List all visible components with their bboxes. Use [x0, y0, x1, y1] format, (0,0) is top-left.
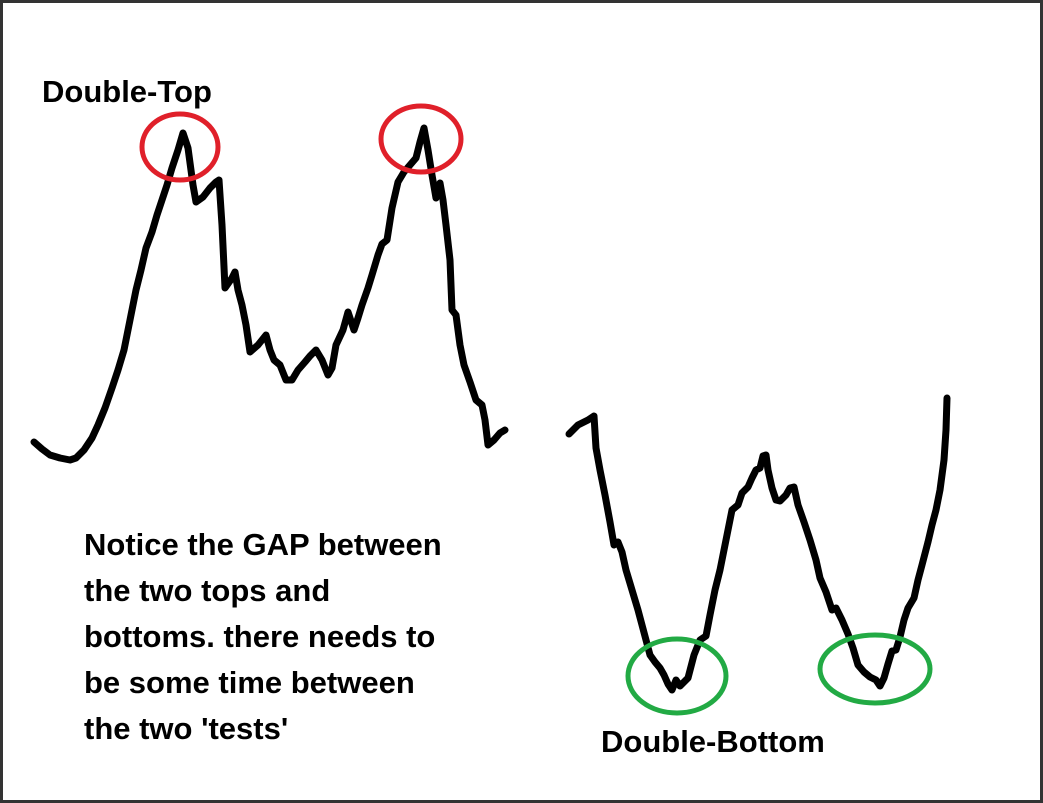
- first-bottom-circle: [625, 636, 729, 716]
- double-top-price-line: [30, 124, 509, 464]
- gap-note: Notice the GAP between the two tops and …: [84, 522, 524, 752]
- second-bottom-circle: [817, 632, 933, 706]
- note-line: the two tops and: [84, 573, 331, 608]
- double-bottom-price-line: [565, 394, 951, 694]
- second-top-circle: [378, 103, 464, 175]
- double-top-label: Double-Top: [42, 74, 212, 109]
- note-line: the two 'tests': [84, 711, 289, 746]
- first-top-circle: [139, 111, 221, 183]
- note-line: Notice the GAP between: [84, 527, 442, 562]
- note-line: bottoms. there needs to: [84, 619, 436, 654]
- double-bottom-label: Double-Bottom: [601, 724, 825, 759]
- note-line: be some time between: [84, 665, 415, 700]
